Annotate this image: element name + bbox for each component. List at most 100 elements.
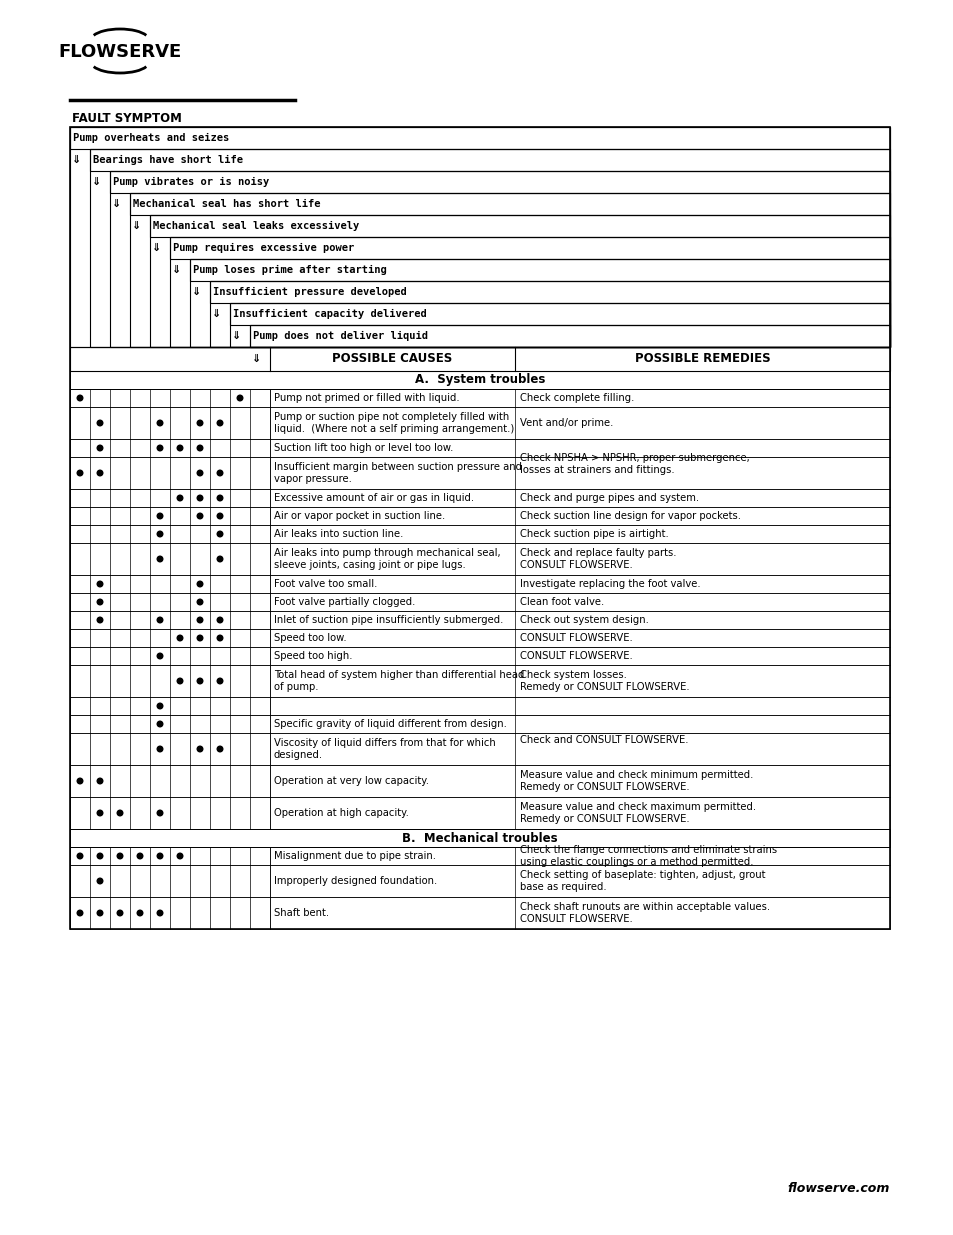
Circle shape — [157, 653, 163, 658]
Text: POSSIBLE REMEDIES: POSSIBLE REMEDIES — [634, 352, 769, 366]
Bar — [70, 489, 889, 508]
Circle shape — [217, 420, 223, 426]
Circle shape — [197, 746, 203, 752]
Bar — [70, 797, 889, 829]
Text: Check suction pipe is airtight.: Check suction pipe is airtight. — [519, 529, 668, 538]
Circle shape — [157, 746, 163, 752]
Circle shape — [157, 853, 163, 858]
Text: ⇓: ⇓ — [232, 331, 241, 341]
Circle shape — [97, 445, 103, 451]
Bar — [170, 237, 889, 259]
Text: Pump requires excessive power: Pump requires excessive power — [172, 243, 354, 253]
Text: Check out system design.: Check out system design. — [519, 615, 648, 625]
Text: Foot valve too small.: Foot valve too small. — [274, 579, 377, 589]
Text: ⇓: ⇓ — [172, 266, 181, 275]
Circle shape — [197, 420, 203, 426]
Circle shape — [97, 910, 103, 916]
Circle shape — [97, 878, 103, 884]
Text: Specific gravity of liquid different from design.: Specific gravity of liquid different fro… — [274, 719, 506, 729]
Circle shape — [217, 531, 223, 537]
Text: A.  System troubles: A. System troubles — [415, 373, 544, 387]
Circle shape — [177, 853, 183, 858]
Circle shape — [97, 471, 103, 475]
Circle shape — [97, 810, 103, 816]
Bar — [110, 170, 889, 193]
Text: Check suction line design for vapor pockets.: Check suction line design for vapor pock… — [519, 511, 740, 521]
Text: Air leaks into suction line.: Air leaks into suction line. — [274, 529, 403, 538]
Text: Check setting of baseplate: tighten, adjust, grout
base as required.: Check setting of baseplate: tighten, adj… — [519, 871, 764, 892]
Text: CONSULT FLOWSERVE.: CONSULT FLOWSERVE. — [519, 634, 632, 643]
Bar — [210, 282, 889, 347]
Bar — [230, 303, 889, 347]
Text: Excessive amount of air or gas in liquid.: Excessive amount of air or gas in liquid… — [274, 493, 474, 503]
Circle shape — [157, 420, 163, 426]
Bar — [70, 629, 889, 647]
Text: Insufficient margin between suction pressure and
vapor pressure.: Insufficient margin between suction pres… — [274, 462, 521, 484]
Bar — [70, 389, 889, 408]
Bar — [70, 864, 889, 897]
Text: Mechanical seal leaks excessively: Mechanical seal leaks excessively — [152, 221, 359, 231]
Text: Clean foot valve.: Clean foot valve. — [519, 597, 603, 606]
Circle shape — [157, 556, 163, 562]
Bar — [70, 611, 889, 629]
Text: Operation at very low capacity.: Operation at very low capacity. — [274, 776, 429, 785]
Circle shape — [177, 678, 183, 684]
Text: Misalignment due to pipe strain.: Misalignment due to pipe strain. — [274, 851, 436, 861]
Circle shape — [217, 556, 223, 562]
Circle shape — [197, 618, 203, 622]
Bar — [70, 647, 889, 664]
Circle shape — [157, 514, 163, 519]
Circle shape — [217, 678, 223, 684]
Circle shape — [77, 471, 83, 475]
Circle shape — [77, 395, 83, 401]
Text: Check and purge pipes and system.: Check and purge pipes and system. — [519, 493, 699, 503]
Text: Operation at high capacity.: Operation at high capacity. — [274, 808, 409, 818]
Text: Pump or suction pipe not completely filled with
liquid.  (Where not a self primi: Pump or suction pipe not completely fill… — [274, 412, 514, 433]
Text: Pump does not deliver liquid: Pump does not deliver liquid — [253, 331, 428, 341]
Text: Investigate replacing the foot valve.: Investigate replacing the foot valve. — [519, 579, 700, 589]
Bar — [250, 325, 889, 347]
Text: Shaft bent.: Shaft bent. — [274, 908, 329, 918]
Bar — [170, 237, 889, 347]
Text: Bearings have short life: Bearings have short life — [92, 154, 243, 165]
Text: Check the flange connections and eliminate strains
using elastic couplings or a : Check the flange connections and elimina… — [519, 845, 777, 867]
Text: CONSULT FLOWSERVE.: CONSULT FLOWSERVE. — [519, 651, 632, 661]
Text: Check and replace faulty parts.
CONSULT FLOWSERVE.: Check and replace faulty parts. CONSULT … — [519, 548, 676, 569]
Text: ⇓: ⇓ — [212, 309, 221, 319]
Text: Speed too high.: Speed too high. — [274, 651, 352, 661]
Circle shape — [177, 495, 183, 501]
Text: Measure value and check minimum permitted.
Remedy or CONSULT FLOWSERVE.: Measure value and check minimum permitte… — [519, 771, 753, 792]
Circle shape — [217, 618, 223, 622]
Text: Pump vibrates or is noisy: Pump vibrates or is noisy — [112, 177, 269, 186]
Bar — [70, 127, 889, 929]
Text: Pump not primed or filled with liquid.: Pump not primed or filled with liquid. — [274, 393, 459, 403]
Circle shape — [117, 853, 123, 858]
Circle shape — [137, 853, 143, 858]
Circle shape — [117, 910, 123, 916]
Circle shape — [157, 531, 163, 537]
Circle shape — [197, 582, 203, 587]
Bar — [70, 438, 889, 457]
Bar — [70, 576, 889, 593]
Bar — [70, 697, 889, 715]
Text: Check system losses.
Remedy or CONSULT FLOWSERVE.: Check system losses. Remedy or CONSULT F… — [519, 671, 689, 692]
Text: Air leaks into pump through mechanical seal,
sleeve joints, casing joint or pipe: Air leaks into pump through mechanical s… — [274, 548, 500, 569]
Circle shape — [157, 910, 163, 916]
Circle shape — [217, 514, 223, 519]
Bar — [70, 897, 889, 929]
Circle shape — [197, 514, 203, 519]
Text: ⇓: ⇓ — [112, 199, 121, 209]
Circle shape — [77, 910, 83, 916]
Text: ⇓: ⇓ — [132, 221, 141, 231]
Text: Improperly designed foundation.: Improperly designed foundation. — [274, 876, 436, 885]
Text: Viscosity of liquid differs from that for which
designed.: Viscosity of liquid differs from that fo… — [274, 739, 496, 760]
Circle shape — [177, 635, 183, 641]
Bar — [70, 715, 889, 734]
Text: Total head of system higher than differential head
of pump.: Total head of system higher than differe… — [274, 671, 524, 692]
Circle shape — [117, 810, 123, 816]
Circle shape — [97, 853, 103, 858]
Text: Insufficient capacity delivered: Insufficient capacity delivered — [233, 309, 426, 319]
Circle shape — [157, 810, 163, 816]
Bar — [70, 664, 889, 697]
Circle shape — [217, 471, 223, 475]
